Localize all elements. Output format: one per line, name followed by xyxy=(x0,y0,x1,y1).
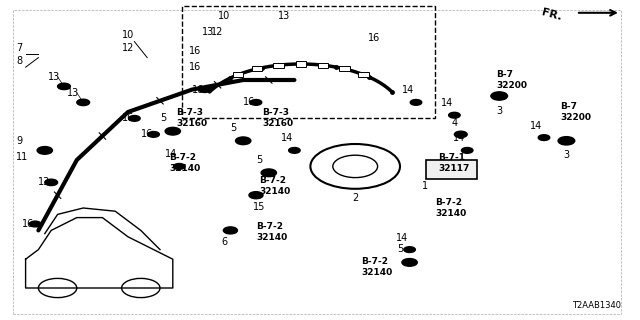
Circle shape xyxy=(37,147,52,154)
Text: 12: 12 xyxy=(122,43,134,53)
Text: 12: 12 xyxy=(211,27,223,37)
Circle shape xyxy=(45,179,58,186)
Bar xyxy=(426,160,477,179)
Text: 14: 14 xyxy=(396,233,408,243)
Text: B-7-2
32140: B-7-2 32140 xyxy=(170,153,201,173)
Circle shape xyxy=(29,221,41,227)
Text: 3: 3 xyxy=(563,150,570,160)
Circle shape xyxy=(261,169,276,177)
Text: FR.: FR. xyxy=(541,7,563,22)
Text: 1: 1 xyxy=(422,180,429,191)
Bar xyxy=(358,72,369,77)
Text: B-7-2
32140: B-7-2 32140 xyxy=(259,176,291,196)
Text: 14: 14 xyxy=(440,98,453,108)
Text: 5: 5 xyxy=(256,155,262,165)
Text: 5: 5 xyxy=(160,113,166,123)
Circle shape xyxy=(58,83,70,90)
Bar xyxy=(252,66,262,71)
Text: B-7-2
32140: B-7-2 32140 xyxy=(435,198,467,218)
Text: 16: 16 xyxy=(22,219,35,229)
Circle shape xyxy=(173,164,185,169)
Circle shape xyxy=(148,132,159,137)
Text: T2AAB1340: T2AAB1340 xyxy=(572,301,621,310)
Circle shape xyxy=(289,148,300,153)
Text: 16: 16 xyxy=(192,84,204,95)
Text: 10: 10 xyxy=(218,11,230,21)
Text: 14: 14 xyxy=(280,133,293,143)
Text: 16: 16 xyxy=(243,97,255,108)
Text: 13: 13 xyxy=(67,88,79,98)
Text: 16: 16 xyxy=(368,33,380,44)
Text: 13: 13 xyxy=(202,27,214,37)
Circle shape xyxy=(558,137,575,145)
Text: B-7-2
32140: B-7-2 32140 xyxy=(256,222,287,242)
Text: 5: 5 xyxy=(230,123,237,133)
Text: B-7-2
32140: B-7-2 32140 xyxy=(362,257,393,277)
Text: 9: 9 xyxy=(16,136,22,146)
Text: 14: 14 xyxy=(402,85,415,95)
Text: 8: 8 xyxy=(16,56,22,66)
Text: 10: 10 xyxy=(122,30,134,40)
Circle shape xyxy=(77,99,90,106)
Circle shape xyxy=(402,259,417,266)
Circle shape xyxy=(454,131,467,138)
Bar xyxy=(182,6,435,118)
Text: B-7
32200: B-7 32200 xyxy=(496,70,527,90)
Circle shape xyxy=(199,87,211,92)
Text: 14: 14 xyxy=(165,149,178,159)
Text: B-7
32200: B-7 32200 xyxy=(560,102,591,122)
Text: 11: 11 xyxy=(16,152,28,162)
Text: B-7-3
32160: B-7-3 32160 xyxy=(176,108,207,128)
Text: 16: 16 xyxy=(141,129,153,140)
Text: 14: 14 xyxy=(453,133,466,143)
Text: 3: 3 xyxy=(496,106,502,116)
Circle shape xyxy=(236,137,251,145)
Circle shape xyxy=(129,116,140,121)
Text: 2: 2 xyxy=(352,193,358,204)
Circle shape xyxy=(538,135,550,140)
Text: B-7-1
32117: B-7-1 32117 xyxy=(438,153,470,173)
Text: 6: 6 xyxy=(221,237,227,247)
Text: 7: 7 xyxy=(16,43,22,53)
Bar xyxy=(233,72,243,77)
Circle shape xyxy=(491,92,508,100)
Circle shape xyxy=(404,247,415,252)
Bar xyxy=(273,63,284,68)
Circle shape xyxy=(449,112,460,118)
Text: 13: 13 xyxy=(48,72,60,82)
Text: 16: 16 xyxy=(189,62,201,72)
Text: 15: 15 xyxy=(253,202,265,212)
Text: B-7-3
32160: B-7-3 32160 xyxy=(262,108,294,128)
Circle shape xyxy=(461,148,473,153)
Circle shape xyxy=(223,227,237,234)
Text: 13: 13 xyxy=(278,11,291,21)
Circle shape xyxy=(249,192,263,199)
Text: 4: 4 xyxy=(451,118,458,128)
Text: 16: 16 xyxy=(189,46,201,56)
Text: 16: 16 xyxy=(122,113,134,124)
Bar xyxy=(318,63,328,68)
Circle shape xyxy=(165,127,180,135)
Text: 14: 14 xyxy=(530,121,543,131)
Text: 5: 5 xyxy=(397,244,403,254)
Bar xyxy=(296,61,306,67)
Circle shape xyxy=(410,100,422,105)
Text: 13: 13 xyxy=(38,177,51,188)
Circle shape xyxy=(250,100,262,105)
Bar xyxy=(339,66,349,71)
